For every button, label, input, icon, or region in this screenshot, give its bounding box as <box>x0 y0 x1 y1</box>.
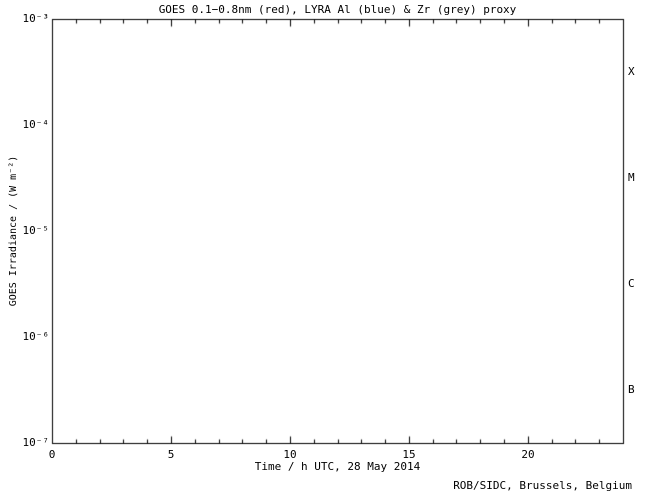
credit-text: ROB/SIDC, Brussels, Belgium <box>453 479 632 492</box>
y-tick-label-1e-6: 10⁻⁶ <box>22 330 50 343</box>
flare-class-label-c: C <box>628 277 635 290</box>
flare-class-label-m: M <box>628 171 635 184</box>
x-tick-label-10: 10 <box>283 448 297 461</box>
x-tick-label-5: 5 <box>167 448 175 461</box>
chart-title: GOES 0.1−0.8nm (red), LYRA Al (blue) & Z… <box>158 3 517 16</box>
flare-class-label-b: B <box>628 383 635 396</box>
x-tick-label-0: 0 <box>48 448 56 461</box>
y-axis-label: GOES Irradiance / (W m⁻²) <box>8 155 19 307</box>
x-tick-label-15: 15 <box>402 448 416 461</box>
y-tick-label-1e-3: 10⁻³ <box>22 12 50 25</box>
y-tick-label-1e-4: 10⁻⁴ <box>22 118 50 131</box>
y-tick-label-1e-7: 10⁻⁷ <box>22 436 50 449</box>
y-tick-label-1e-5: 10⁻⁵ <box>22 224 50 237</box>
x-axis-label: Time / h UTC, 28 May 2014 <box>254 460 421 473</box>
flare-class-label-x: X <box>628 65 635 78</box>
x-tick-label-20: 20 <box>521 448 535 461</box>
